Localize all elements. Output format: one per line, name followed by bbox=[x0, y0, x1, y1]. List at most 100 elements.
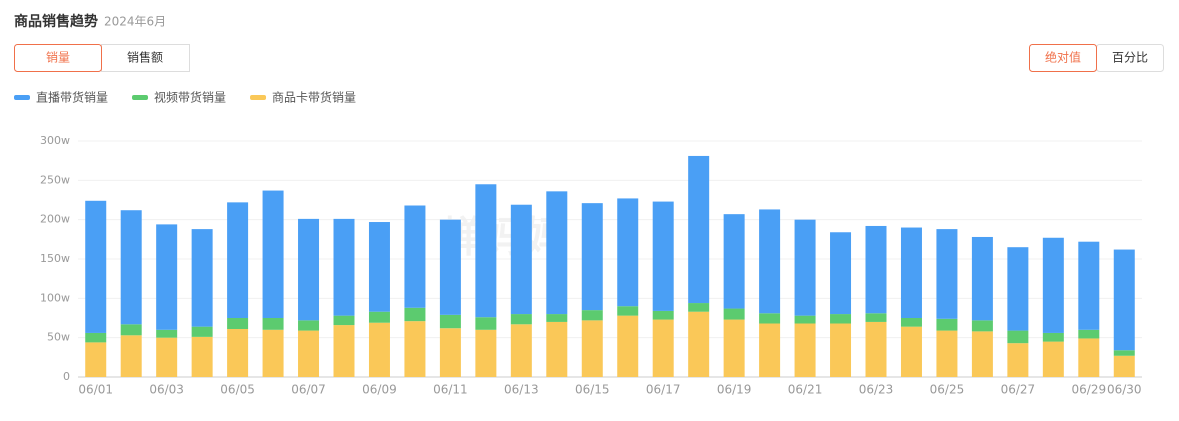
bar-segment bbox=[404, 321, 426, 377]
bar-segment bbox=[262, 318, 284, 330]
y-tick-label: 100w bbox=[40, 291, 70, 304]
x-tick-label: 06/19 bbox=[717, 383, 752, 397]
mode-tabs: 绝对值 百分比 bbox=[1029, 44, 1164, 72]
bar-segment bbox=[191, 336, 213, 377]
bar-segment bbox=[120, 210, 142, 325]
x-tick-label: 06/15 bbox=[575, 383, 610, 397]
bar-segment bbox=[900, 318, 922, 327]
bar-segment bbox=[546, 321, 568, 377]
x-tick-label: 06/05 bbox=[220, 383, 255, 397]
bar-segment bbox=[865, 313, 887, 322]
bar-segment bbox=[1042, 332, 1064, 342]
bar-segment bbox=[85, 200, 107, 333]
bar-segment bbox=[85, 342, 107, 377]
bar-segment bbox=[1113, 249, 1135, 351]
bar-segment bbox=[581, 320, 603, 377]
x-tick-label: 06/29 bbox=[1072, 383, 1107, 397]
bar-segment bbox=[368, 222, 390, 312]
bar-segment bbox=[333, 218, 355, 316]
y-tick-label: 50w bbox=[47, 331, 70, 344]
bar-segment bbox=[404, 205, 426, 308]
bar-segment bbox=[1007, 343, 1029, 377]
bar-segment bbox=[830, 323, 852, 377]
y-tick-label: 150w bbox=[40, 252, 70, 265]
bar-segment bbox=[1113, 355, 1135, 377]
bar-segment bbox=[1007, 330, 1029, 344]
subtitle: 2024年6月 bbox=[104, 15, 166, 29]
bar-segment bbox=[191, 229, 213, 327]
bar-segment bbox=[156, 224, 178, 330]
bar-segment bbox=[723, 308, 745, 320]
x-tick-label: 06/23 bbox=[859, 383, 894, 397]
legend-label: 商品卡带货销量 bbox=[272, 90, 356, 105]
bar-segment bbox=[227, 318, 249, 330]
bar-segment bbox=[120, 335, 142, 377]
bar-segment bbox=[333, 315, 355, 326]
bar-segment bbox=[510, 204, 532, 315]
bar-segment bbox=[617, 306, 639, 316]
tab[interactable]: 销售额 bbox=[127, 50, 163, 65]
bar-segment bbox=[652, 319, 674, 377]
bar-segment bbox=[404, 307, 426, 322]
bar-segment bbox=[900, 227, 922, 318]
bar-segment bbox=[227, 329, 249, 377]
bar-segment bbox=[368, 311, 390, 323]
bar-segment bbox=[971, 236, 993, 321]
bar-segment bbox=[191, 326, 213, 337]
tab-active[interactable] bbox=[14, 44, 102, 72]
y-tick-label: 300w bbox=[40, 134, 70, 147]
bar-segment bbox=[1078, 241, 1100, 330]
x-tick-label: 06/13 bbox=[504, 383, 539, 397]
x-tick-label: 06/21 bbox=[788, 383, 823, 397]
watermark: 蝉妈妈 bbox=[440, 213, 566, 262]
bar-segment bbox=[1113, 350, 1135, 356]
bar-segment bbox=[298, 320, 320, 331]
bar-segment bbox=[936, 229, 958, 319]
legend-swatch bbox=[250, 95, 267, 100]
bar-segment bbox=[971, 320, 993, 332]
bar-segment bbox=[581, 310, 603, 321]
bar-segment bbox=[439, 328, 461, 377]
bar-segment bbox=[688, 311, 710, 377]
bar-segment bbox=[1078, 338, 1100, 377]
bar-segment bbox=[652, 201, 674, 311]
x-tick-label: 06/11 bbox=[433, 383, 468, 397]
bar-segment bbox=[794, 315, 816, 324]
bar-segment bbox=[227, 202, 249, 318]
bar-segment bbox=[936, 330, 958, 377]
bar-segment bbox=[298, 330, 320, 377]
bar-segment bbox=[368, 322, 390, 377]
bar-segment bbox=[1042, 341, 1064, 377]
bar-segment bbox=[156, 329, 178, 338]
tab[interactable]: 百分比 bbox=[1112, 51, 1148, 65]
bar-segment bbox=[510, 324, 532, 377]
x-tick-label: 06/01 bbox=[78, 383, 113, 397]
bar-segment bbox=[1042, 237, 1064, 333]
bar-segment bbox=[688, 155, 710, 304]
bar-segment bbox=[156, 337, 178, 377]
legend-swatch bbox=[14, 95, 30, 100]
bar-segment bbox=[936, 318, 958, 331]
bar-segment bbox=[475, 317, 497, 330]
bar-segment bbox=[723, 214, 745, 309]
y-tick-label: 250w bbox=[40, 173, 70, 186]
bar-segment bbox=[759, 313, 781, 324]
bar-segment bbox=[475, 184, 497, 318]
tab-active[interactable] bbox=[1029, 44, 1097, 72]
bar-segment bbox=[865, 225, 887, 314]
tab[interactable]: 销量 bbox=[46, 51, 70, 65]
bar-segment bbox=[333, 325, 355, 377]
bar-segment bbox=[723, 319, 745, 377]
bar-segment bbox=[581, 203, 603, 311]
bar-segment bbox=[865, 321, 887, 377]
bar-segment bbox=[546, 191, 568, 315]
bar-segment bbox=[262, 190, 284, 318]
x-tick-label: 06/09 bbox=[362, 383, 397, 397]
bar-segment bbox=[475, 329, 497, 377]
x-tick-label: 06/17 bbox=[646, 383, 681, 397]
tab[interactable]: 绝对值 bbox=[1045, 50, 1081, 65]
bar-segment bbox=[617, 315, 639, 377]
bar-segment bbox=[439, 314, 461, 329]
legend-swatch bbox=[132, 95, 149, 100]
